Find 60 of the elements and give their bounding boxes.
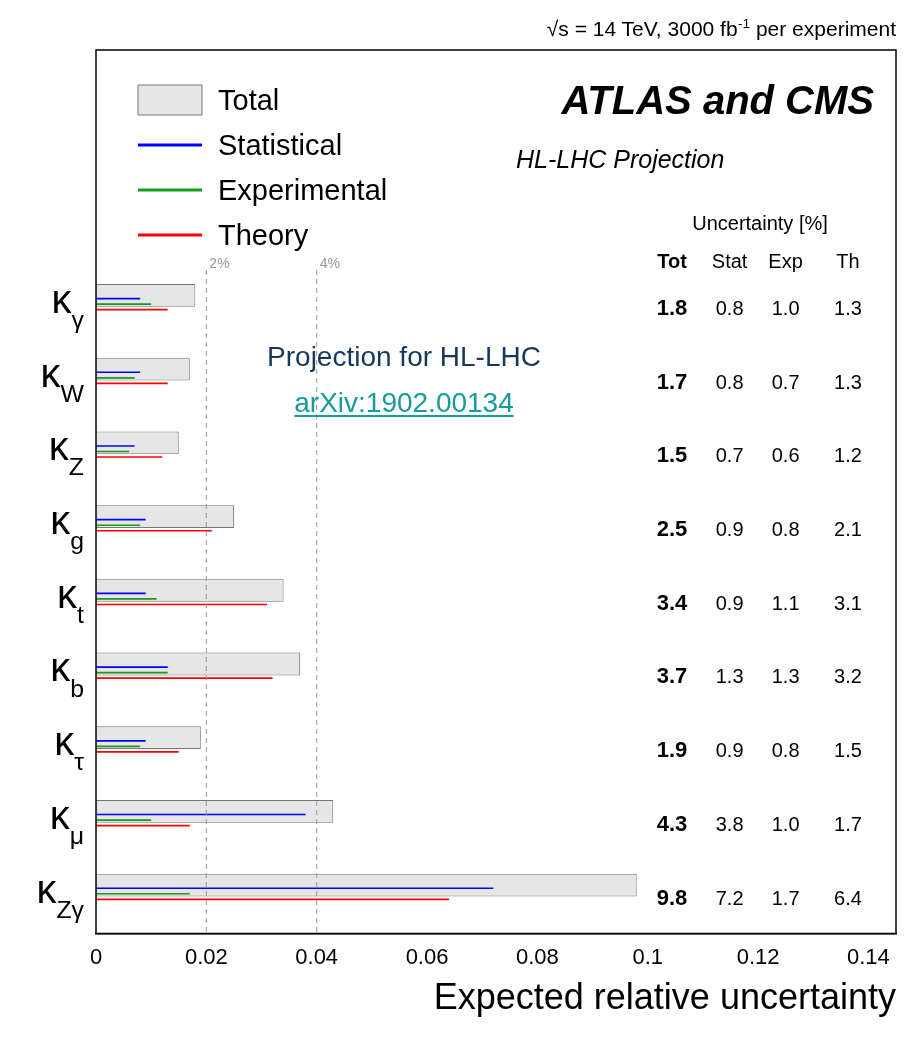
text: Uncertainty [%] <box>692 212 828 234</box>
x-tick-label: 0.12 <box>736 943 780 969</box>
annotation: 0.6 <box>771 444 800 467</box>
ref-line-label: 4% <box>319 255 340 271</box>
annotation: 1.5 <box>834 739 862 762</box>
x-tick-label: 0.14 <box>847 943 890 969</box>
annotation: 1.9 <box>656 737 688 763</box>
annotation: 1.2 <box>834 444 862 467</box>
legend-label: Theory <box>218 219 309 251</box>
annotation: 2.5 <box>656 515 688 541</box>
x-tick-label: 0 <box>89 943 103 969</box>
annotation: 0.8 <box>771 739 800 762</box>
x-axis-title: Expected relative uncertainty <box>433 976 896 1018</box>
legend-label: Total <box>218 84 280 116</box>
text: HL-LHC Projection <box>516 145 725 173</box>
annotation: 1.7 <box>656 368 688 394</box>
annotation: 0.7 <box>771 370 800 393</box>
annotation: 9.8 <box>656 884 688 910</box>
annotation: 1.3 <box>771 665 800 688</box>
annotation: Th <box>836 250 860 272</box>
annotation: 1.5 <box>656 442 688 468</box>
annotation: 1.7 <box>771 886 800 909</box>
annotation: 0.7 <box>715 444 744 467</box>
annotation: 1.8 <box>656 294 688 320</box>
text: ATLAS and CMS <box>560 78 875 122</box>
annotation: 1.3 <box>715 665 744 688</box>
annotation: 0.8 <box>715 296 744 319</box>
x-tick-label: 0.06 <box>405 943 449 969</box>
annotation: 0.9 <box>715 591 744 614</box>
annotation: 7.2 <box>715 886 744 909</box>
x-tick-label: 0.02 <box>184 943 228 969</box>
annotation: 3.8 <box>715 812 744 835</box>
annotation: 2.1 <box>834 517 862 540</box>
legend-label: Statistical <box>218 129 343 161</box>
annotation: Stat <box>711 250 748 272</box>
annotation: 1.3 <box>834 370 862 393</box>
annotation: 3.7 <box>656 663 688 689</box>
annotation: 4.3 <box>656 810 688 836</box>
x-tick-label: 0.08 <box>515 943 559 969</box>
annotation: Projection for HL-LHC <box>267 341 541 372</box>
ref-line-label: 2% <box>209 255 230 271</box>
annotation: 6.4 <box>834 886 862 909</box>
annotation: 1.0 <box>771 812 800 835</box>
annotation: Tot <box>657 250 688 272</box>
x-tick-label: 0.04 <box>295 943 339 969</box>
annotation: 3.2 <box>834 665 862 688</box>
legend-label: Experimental <box>218 174 388 206</box>
annotation: 0.8 <box>715 370 744 393</box>
annotation: 0.9 <box>715 517 744 540</box>
annotation: 3.4 <box>656 589 689 615</box>
annotation: arXiv:1902.00134 <box>294 387 514 418</box>
x-tick-label: 0.1 <box>632 943 664 969</box>
annotation: 1.0 <box>771 296 800 319</box>
annotation: 1.3 <box>834 296 862 319</box>
annotation: 0.8 <box>771 517 800 540</box>
annotation: 3.1 <box>834 591 862 614</box>
annotation: Exp <box>768 250 803 272</box>
annotation: 0.9 <box>715 739 744 762</box>
annotation: 1.1 <box>771 591 800 614</box>
annotation: 1.7 <box>834 812 862 835</box>
